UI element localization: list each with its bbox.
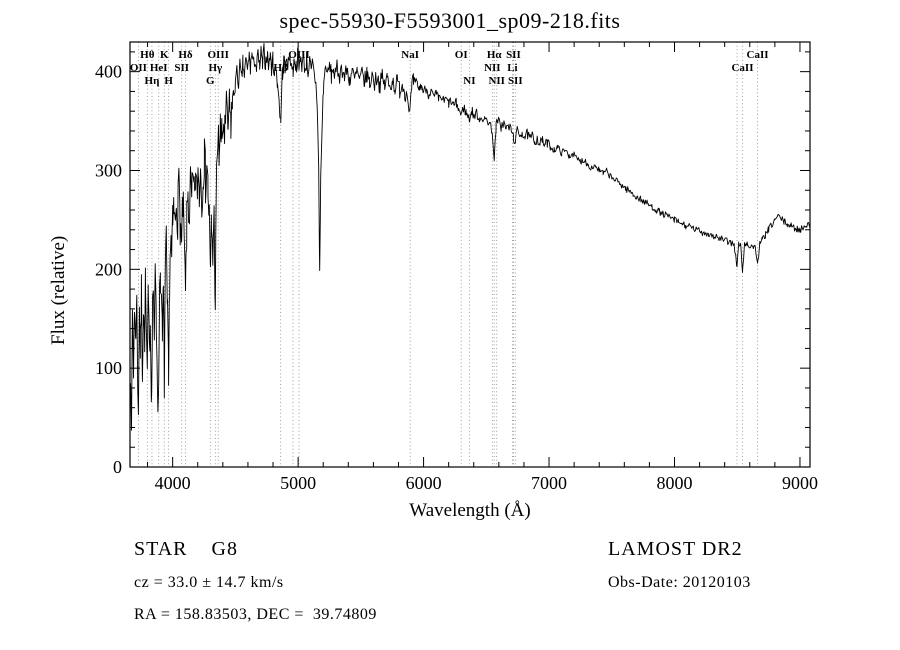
spectral-marker-label: G [206, 75, 215, 87]
obs-date-value: Obs-Date: 20120103 [608, 574, 751, 591]
spectral-marker-label: Hδ [178, 49, 193, 61]
spectral-marker-label: OII [130, 62, 147, 74]
spectrum-trace [130, 43, 811, 431]
cz-value: cz = 33.0 ± 14.7 km/s [134, 574, 284, 591]
y-tick-label: 200 [95, 259, 122, 279]
spectral-marker-label: CaII [747, 49, 769, 61]
y-tick-label: 0 [113, 457, 122, 477]
spectral-marker-label: OIII [288, 49, 309, 61]
x-tick-label: 4000 [155, 473, 191, 493]
spectral-marker-label: Li [507, 62, 517, 74]
survey-label: LAMOST DR2 [608, 538, 743, 560]
spectral-marker-label: NI [463, 75, 475, 87]
x-axis-label: Wavelength (Å) [409, 500, 531, 521]
y-axis-label: Flux (relative) [48, 235, 69, 345]
spectral-marker-label: SII [506, 49, 521, 61]
y-tick-label: 300 [95, 160, 122, 180]
spectral-marker-label: HeI [150, 62, 168, 74]
spectral-marker-label: OIII [207, 49, 228, 61]
y-tick-label: 400 [95, 62, 122, 82]
x-tick-label: 7000 [531, 473, 567, 493]
spectral-marker-label: Hη [145, 75, 160, 87]
x-tick-label: 5000 [280, 473, 316, 493]
spectral-marker-label: Hθ [140, 49, 155, 61]
spectral-marker-label: NII [488, 75, 505, 87]
spectral-marker-label: NaI [401, 49, 419, 61]
spectral-marker-label: Hα [487, 49, 503, 61]
object-type-label: STAR G8 [134, 538, 238, 560]
spectral-marker-label: K [160, 49, 169, 61]
coordinates-value: RA = 158.83503, DEC = 39.74809 [134, 606, 377, 623]
x-tick-label: 8000 [657, 473, 693, 493]
spectral-marker-label: SII [508, 75, 523, 87]
spectral-marker-label: OI [455, 49, 468, 61]
spectral-marker-label: CaII [731, 62, 753, 74]
plot-title: spec-55930-F5593001_sp09-218.fits [279, 8, 621, 33]
spectral-marker-label: H [164, 75, 173, 87]
plot-frame [129, 41, 811, 468]
spectral-marker-label: SII [174, 62, 189, 74]
spectral-marker-label: NII [484, 62, 501, 74]
spectral-marker-label: Hγ [208, 62, 222, 74]
x-tick-label: 6000 [406, 473, 442, 493]
x-tick-label: 9000 [782, 473, 818, 493]
y-tick-label: 100 [95, 358, 122, 378]
